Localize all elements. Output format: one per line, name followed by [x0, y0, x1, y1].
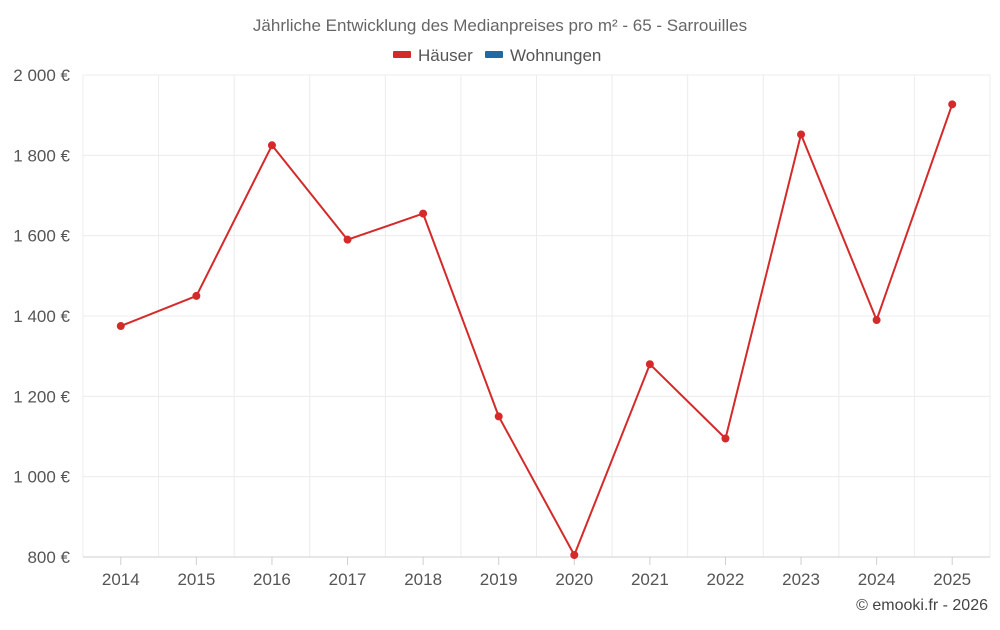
x-tick-label: 2016	[253, 570, 291, 589]
legend-label-wohnungen: Wohnungen	[510, 46, 601, 65]
credit-text: © emooki.fr - 2026	[856, 597, 988, 614]
x-tick-label: 2020	[555, 570, 593, 589]
y-tick-label: 1 600 €	[13, 227, 70, 246]
x-tick-label: 2023	[782, 570, 820, 589]
x-tick-label: 2015	[177, 570, 215, 589]
y-tick-label: 2 000 €	[13, 66, 70, 85]
data-point[interactable]	[494, 412, 503, 421]
y-tick-label: 1 200 €	[13, 387, 70, 406]
legend: Häuser Wohnungen	[393, 46, 601, 65]
y-tick-label: 1 000 €	[13, 468, 70, 487]
x-tick-label: 2024	[858, 570, 896, 589]
chart-title: Jährliche Entwicklung des Medianpreises …	[253, 16, 747, 35]
y-tick-label: 1 800 €	[13, 146, 70, 165]
x-axis: 2014 2015 2016 2017 2018 2019 2020 2021 2022 2023…	[83, 556, 990, 589]
data-point[interactable]	[721, 434, 730, 443]
legend-item-haeuser[interactable]: Häuser	[393, 46, 473, 65]
x-tick-label: 2022	[707, 570, 745, 589]
data-point[interactable]	[116, 322, 125, 331]
x-tick-label: 2019	[480, 570, 518, 589]
data-point[interactable]	[419, 209, 428, 218]
data-point[interactable]	[645, 360, 654, 369]
legend-swatch-haeuser	[393, 51, 411, 58]
data-point[interactable]	[192, 291, 201, 300]
legend-item-wohnungen[interactable]: Wohnungen	[485, 46, 601, 65]
y-tick-label: 1 400 €	[13, 307, 70, 326]
data-point[interactable]	[343, 235, 352, 244]
data-point[interactable]	[797, 130, 806, 139]
x-tick-label: 2025	[933, 570, 971, 589]
y-axis: 2 000 € 1 800 € 1 600 € 1 400 € 1 200 € 1 000…	[13, 66, 70, 567]
x-tick-label: 2018	[404, 570, 442, 589]
legend-swatch-wohnungen	[485, 51, 503, 58]
x-tick-label: 2021	[631, 570, 669, 589]
data-point[interactable]	[570, 550, 579, 559]
data-point[interactable]	[948, 100, 957, 109]
series-line	[120, 103, 954, 556]
y-tick-label: 800 €	[27, 548, 70, 567]
data-point[interactable]	[267, 141, 276, 150]
data-point[interactable]	[872, 316, 881, 325]
legend-label-haeuser: Häuser	[418, 46, 473, 65]
x-tick-label: 2014	[102, 570, 140, 589]
x-tick-label: 2017	[329, 570, 367, 589]
series-layer	[116, 100, 957, 559]
